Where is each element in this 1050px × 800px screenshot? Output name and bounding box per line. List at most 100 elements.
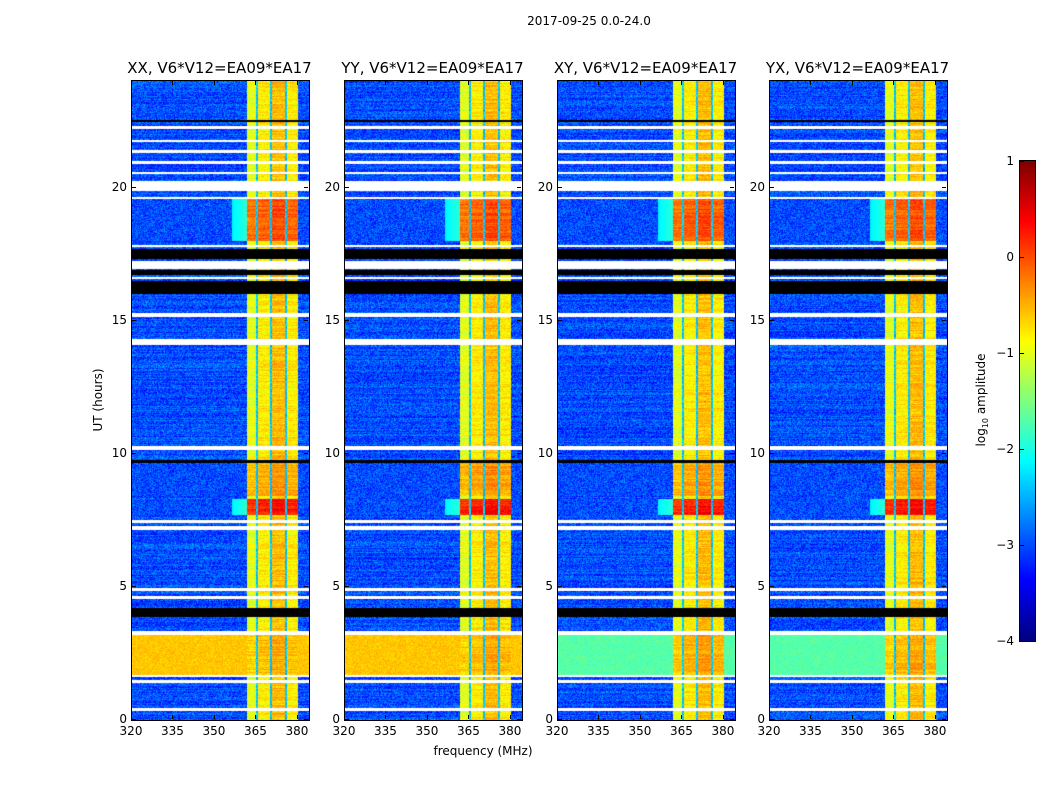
y-tick-label: 15	[111, 312, 127, 327]
x-tick-mark	[598, 715, 600, 719]
y-tick-mark	[517, 719, 521, 720]
x-tick-label: 365	[457, 724, 480, 738]
colorbar-tick-label: −4	[996, 634, 1014, 648]
x-tick-mark	[385, 81, 387, 85]
heatmap-panel-3	[769, 80, 948, 721]
y-tick-label: 0	[545, 712, 553, 726]
x-tick-mark	[344, 81, 345, 85]
y-tick-label: 0	[757, 712, 765, 726]
x-tick-mark	[722, 715, 724, 719]
colorbar-tick-mark	[1020, 641, 1024, 642]
x-tick-mark	[681, 715, 683, 719]
x-tick-mark	[172, 81, 174, 85]
y-tick-label: 5	[757, 578, 765, 593]
y-tick-mark	[770, 319, 774, 321]
x-tick-mark	[131, 81, 132, 85]
y-tick-mark	[558, 719, 562, 720]
x-tick-mark	[557, 81, 558, 85]
colorbar-tick-label: −1	[996, 346, 1014, 360]
y-tick-mark	[558, 452, 562, 454]
x-tick-mark	[769, 715, 770, 719]
x-tick-label: 335	[799, 724, 822, 738]
y-tick-mark	[132, 719, 136, 720]
heatmap-panel-2	[557, 80, 736, 721]
x-tick-mark	[893, 81, 895, 85]
x-tick-label: 320	[545, 724, 569, 738]
x-tick-mark	[426, 715, 428, 719]
y-tick-label: 20	[111, 179, 127, 194]
x-tick-label: 320	[119, 724, 143, 738]
y-tick-mark	[942, 452, 946, 454]
colorbar	[1019, 160, 1036, 642]
y-tick-mark	[517, 319, 521, 321]
y-tick-label: 10	[324, 445, 340, 460]
y-tick-mark	[517, 452, 521, 454]
x-tick-mark	[851, 715, 853, 719]
colorbar-tick-mark	[1020, 449, 1024, 450]
x-tick-label: 335	[161, 724, 184, 738]
y-tick-mark	[304, 719, 308, 720]
x-tick-mark	[851, 81, 853, 85]
y-tick-mark	[132, 319, 136, 321]
y-tick-mark	[730, 452, 734, 454]
colorbar-tick-label: −2	[996, 442, 1014, 456]
y-tick-label: 20	[324, 179, 340, 194]
x-tick-label: 320	[757, 724, 781, 738]
y-tick-label: 0	[119, 712, 127, 726]
x-tick-mark	[934, 715, 936, 719]
colorbar-tick-mark	[1020, 161, 1024, 162]
heatmap-image	[345, 81, 522, 720]
x-tick-mark	[557, 715, 558, 719]
y-tick-label: 5	[545, 578, 553, 593]
x-tick-label: 320	[332, 724, 356, 738]
y-tick-mark	[304, 585, 308, 587]
x-tick-mark	[468, 81, 470, 85]
panel-title: YX, V6*V12=EA09*EA17	[765, 59, 950, 77]
x-tick-mark	[639, 81, 641, 85]
x-tick-mark	[598, 81, 600, 85]
x-tick-mark	[172, 715, 174, 719]
colorbar-tick-label: 1	[1006, 154, 1014, 168]
x-tick-mark	[296, 81, 298, 85]
y-tick-label: 10	[537, 445, 553, 460]
y-tick-label: 10	[749, 445, 765, 460]
y-tick-label: 20	[537, 179, 553, 194]
x-tick-mark	[213, 715, 215, 719]
y-tick-mark	[304, 452, 308, 454]
colorbar-tick-mark	[1020, 353, 1024, 354]
x-tick-label: 365	[670, 724, 693, 738]
x-tick-mark	[426, 81, 428, 85]
x-tick-label: 380	[923, 724, 947, 738]
y-tick-mark	[942, 719, 946, 720]
y-tick-mark	[770, 719, 774, 720]
y-tick-mark	[517, 585, 521, 587]
colorbar-tick-label: −3	[996, 538, 1014, 552]
x-tick-mark	[681, 81, 683, 85]
x-tick-label: 350	[840, 724, 864, 738]
y-tick-mark	[304, 186, 308, 188]
y-tick-mark	[345, 719, 349, 720]
x-tick-mark	[468, 715, 470, 719]
y-tick-mark	[770, 585, 774, 587]
x-tick-mark	[509, 81, 511, 85]
x-axis-label: frequency (MHz)	[433, 744, 533, 758]
heatmap-panel-1	[344, 80, 523, 721]
y-tick-mark	[345, 319, 349, 321]
y-tick-mark	[770, 186, 774, 188]
y-tick-mark	[345, 585, 349, 587]
x-tick-mark	[810, 81, 812, 85]
colorbar-tick-label: 0	[1006, 250, 1014, 264]
colorbar-tick-mark	[1020, 545, 1024, 546]
x-tick-label: 350	[202, 724, 226, 738]
y-axis-label: UT (hours)	[91, 368, 105, 432]
x-tick-mark	[934, 81, 936, 85]
y-tick-mark	[517, 186, 521, 188]
x-tick-label: 380	[285, 724, 309, 738]
y-tick-mark	[730, 585, 734, 587]
x-tick-mark	[255, 81, 257, 85]
y-tick-mark	[345, 452, 349, 454]
y-tick-mark	[304, 319, 308, 321]
x-tick-mark	[509, 715, 511, 719]
panel-title: XX, V6*V12=EA09*EA17	[127, 59, 312, 77]
suptitle: 2017-09-25 0.0-24.0	[527, 14, 651, 28]
